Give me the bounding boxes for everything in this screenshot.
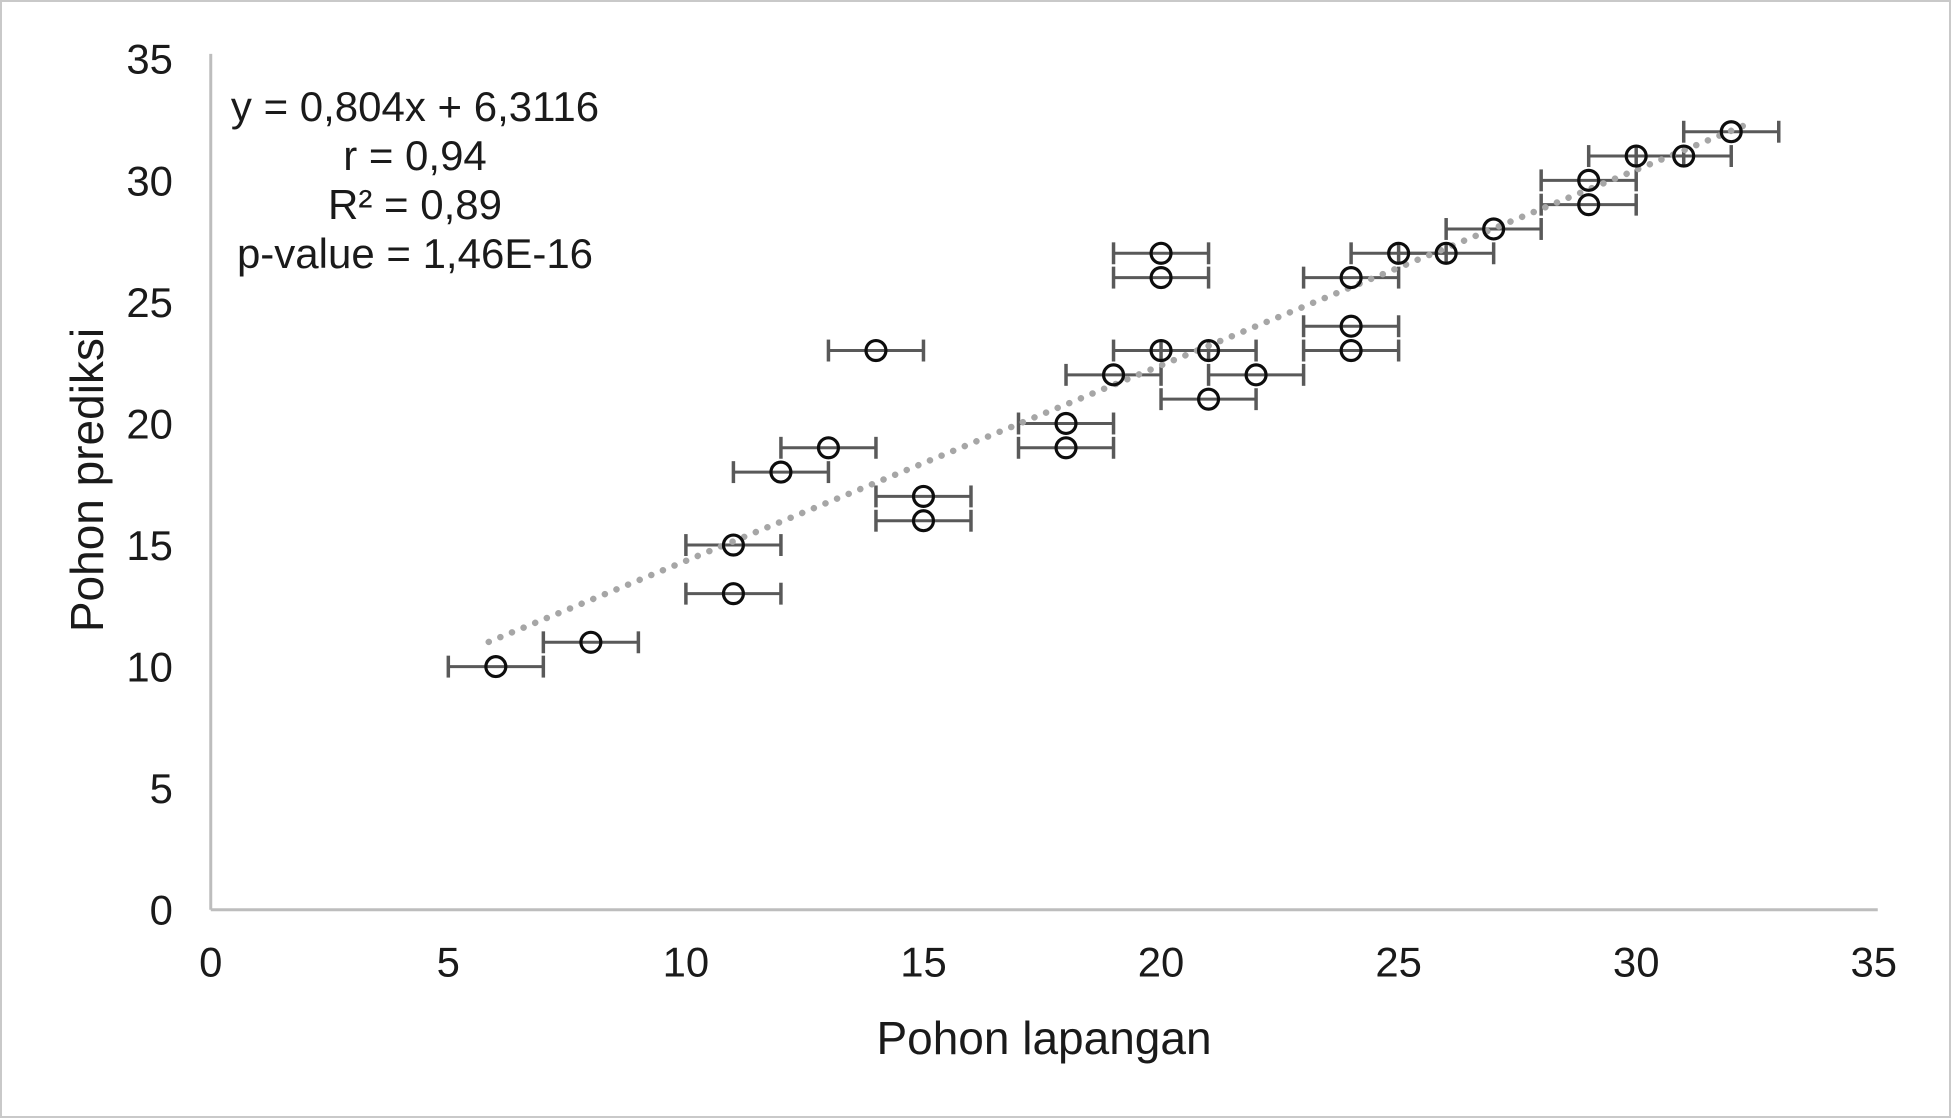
x-tick-label: 0: [199, 939, 222, 986]
data-point-marker: [1387, 241, 1411, 265]
data-point-marker: [1149, 338, 1173, 363]
data-point-marker: [1624, 144, 1648, 168]
data-point-marker: [721, 533, 745, 557]
y-axis-title: Pohon prediksi: [61, 327, 113, 633]
axes: [209, 53, 1878, 912]
x-tick-label: 10: [663, 939, 710, 986]
data-point-marker: [1339, 266, 1363, 290]
data-point-marker: [1149, 266, 1173, 290]
y-tick-label: 5: [150, 765, 173, 812]
data-point-marker: [1434, 241, 1458, 265]
x-tick-label: 25: [1375, 939, 1422, 986]
data-point-marker: [1101, 363, 1126, 387]
equation-text: y = 0,804x + 6,3116: [230, 83, 600, 130]
trend-line: [485, 118, 1756, 646]
x-axis-ticks: 0 5 10 15 20 25 30 35: [199, 939, 1897, 986]
error-bars: [446, 120, 1781, 678]
r-squared-text: R² = 0,89: [328, 181, 502, 228]
y-tick-label: 20: [126, 400, 173, 447]
trendline-group: [485, 118, 1756, 646]
x-tick-label: 20: [1138, 939, 1185, 986]
y-tick-label: 0: [150, 887, 173, 934]
data-point-marker: [721, 582, 745, 606]
data-point-marker: [1197, 338, 1221, 363]
data-point-marker: [911, 484, 936, 508]
data-point-marker: [864, 338, 888, 363]
data-point-marker: [1197, 387, 1221, 411]
data-point-marker: [1577, 193, 1601, 217]
x-tick-label: 30: [1613, 939, 1660, 986]
x-tick-label: 35: [1851, 939, 1898, 986]
data-point-marker: [1054, 436, 1078, 460]
x-axis-title: Pohon lapangan: [876, 1012, 1212, 1064]
y-tick-label: 35: [126, 36, 173, 83]
p-value-text: p-value = 1,46E-16: [236, 230, 594, 277]
data-point-marker: [816, 436, 841, 460]
data-point-marker: [1149, 241, 1173, 265]
data-point-marker: [579, 630, 603, 654]
data-point-marker: [911, 509, 936, 533]
x-tick-label: 5: [437, 939, 460, 986]
data-point-marker: [1054, 411, 1078, 436]
data-point-marker: [1244, 363, 1268, 387]
data-point-marker: [769, 460, 793, 484]
data-point-marker: [484, 655, 508, 679]
data-point-marker: [1339, 314, 1363, 338]
y-tick-label: 30: [126, 157, 173, 204]
data-points: [484, 120, 1743, 679]
r-value-text: r = 0,94: [343, 132, 487, 179]
data-point-marker: [1672, 144, 1696, 168]
data-point-marker: [1339, 338, 1363, 363]
y-tick-label: 10: [126, 644, 173, 691]
y-axis-ticks: 0 5 10 15 20 25 30 35: [126, 36, 173, 934]
x-tick-label: 15: [900, 939, 947, 986]
y-tick-label: 15: [126, 522, 173, 569]
data-point-marker: [1719, 120, 1743, 144]
data-point-marker: [1577, 168, 1601, 192]
regression-annotation: y = 0,804x + 6,3116 r = 0,94 R² = 0,89 p…: [231, 82, 599, 278]
y-tick-label: 25: [126, 279, 173, 326]
data-point-marker: [1482, 217, 1506, 241]
